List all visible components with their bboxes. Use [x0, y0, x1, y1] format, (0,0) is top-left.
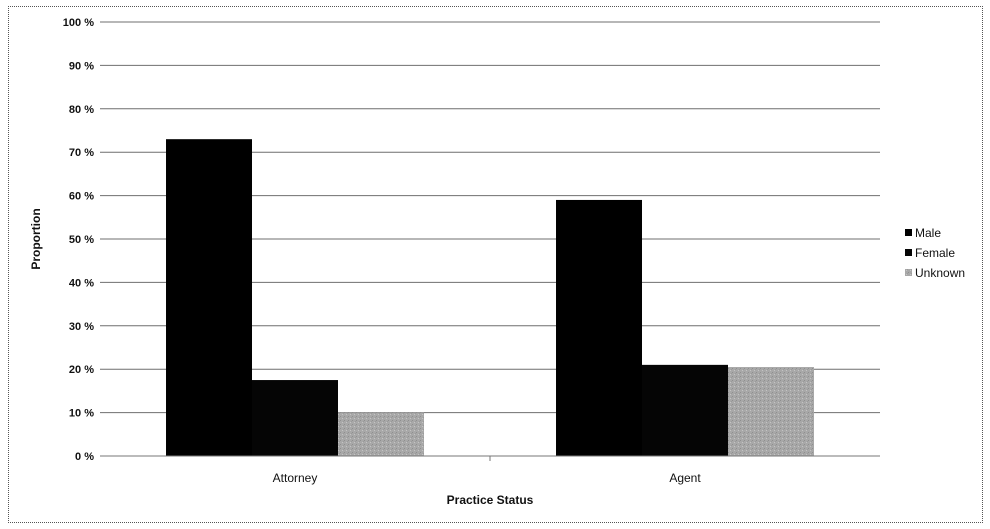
- y-tick-label: 10 %: [69, 408, 94, 420]
- y-tick-label: 30 %: [69, 321, 94, 333]
- y-tick-label: 80 %: [69, 104, 94, 116]
- x-tick-label: Attorney: [273, 471, 318, 485]
- y-tick-label: 0 %: [75, 451, 94, 463]
- legend-swatch: [905, 249, 912, 256]
- x-axis-categories: Attorney Agent: [273, 456, 701, 485]
- y-tick-label: 60 %: [69, 191, 94, 203]
- legend-swatch: [905, 269, 912, 276]
- y-tick-label: 50 %: [69, 234, 94, 246]
- y-tick-label: 40 %: [69, 277, 94, 289]
- legend: Male Female Unknown: [905, 226, 965, 280]
- bar-male-agent: [556, 199, 643, 456]
- y-tick-label: 70 %: [69, 147, 94, 159]
- bar-unknown-attorney: [337, 412, 424, 456]
- x-axis-title: Practice Status: [447, 493, 534, 507]
- x-tick-label: Agent: [669, 471, 701, 485]
- bar-male-attorney: [166, 139, 253, 456]
- legend-label: Female: [915, 246, 955, 260]
- legend-label: Male: [915, 226, 941, 240]
- y-axis-title: Proportion: [29, 208, 43, 269]
- y-tick-label: 90 %: [69, 60, 94, 72]
- y-axis-ticks: 0 % 10 % 20 % 30 % 40 % 50 % 60 % 70 % 80 % 90 % 1…: [63, 17, 94, 463]
- y-tick-label: 20 %: [69, 364, 94, 376]
- legend-swatch: [905, 229, 912, 236]
- legend-label: Unknown: [915, 266, 965, 280]
- bar-female-attorney: [252, 380, 338, 456]
- bars: [166, 139, 814, 456]
- bar-unknown-agent: [727, 367, 814, 456]
- bar-female-agent: [642, 364, 728, 456]
- y-tick-label: 100 %: [63, 17, 94, 29]
